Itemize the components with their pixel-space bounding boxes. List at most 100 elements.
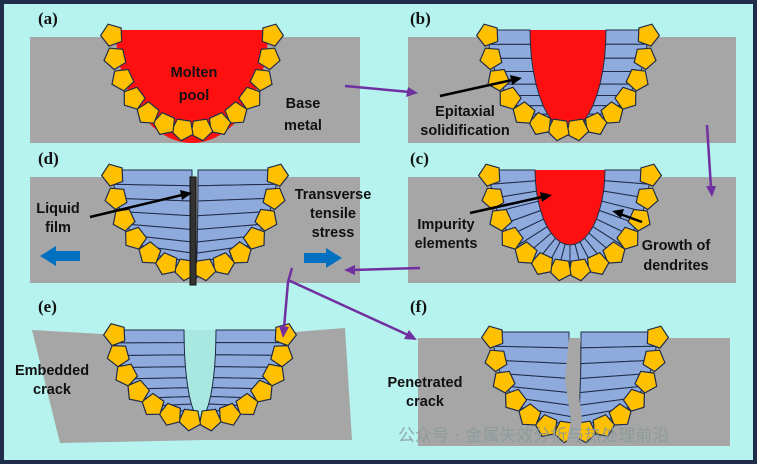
equiaxed-grain xyxy=(242,226,266,250)
equiaxed-grain xyxy=(261,23,285,47)
arrowhead-icon xyxy=(180,190,192,200)
panel-label-c: (c) xyxy=(410,149,429,168)
equiaxed-grain xyxy=(514,241,538,264)
crack-label: crack xyxy=(33,382,72,398)
arrowhead-icon xyxy=(706,186,716,197)
equiaxed-grain xyxy=(512,101,536,124)
equiaxed-grain xyxy=(501,226,524,250)
panel-label-e: (e) xyxy=(38,297,57,316)
equiaxed-grain xyxy=(480,325,504,349)
dendrite-grain xyxy=(112,169,193,187)
equiaxed-grain xyxy=(608,403,632,426)
equiaxed-grain xyxy=(127,379,151,403)
arrows xyxy=(40,75,716,340)
equiaxed-grain xyxy=(218,402,242,426)
equiaxed-grain xyxy=(475,23,499,47)
equiaxed-grain xyxy=(136,101,160,124)
equiaxed-grain xyxy=(103,47,127,71)
dendrite-grain xyxy=(114,329,185,344)
equiaxed-grain xyxy=(249,68,273,92)
crack-label: crack xyxy=(406,394,445,410)
equiaxed-grain xyxy=(646,325,670,349)
equiaxed-grain xyxy=(487,68,511,92)
equiaxed-grain xyxy=(584,111,608,136)
equiaxed-grain xyxy=(489,208,513,232)
equiaxed-grain xyxy=(115,363,139,387)
pointer-liquid-film xyxy=(89,193,183,219)
equiaxed-grain xyxy=(141,392,165,416)
molten-pool xyxy=(530,30,606,130)
arrowhead-icon xyxy=(540,192,552,202)
equiaxed-grain xyxy=(270,344,294,368)
equiaxed-grain xyxy=(154,251,178,276)
equiaxed-grain xyxy=(262,187,286,211)
equiaxed-grain xyxy=(635,187,659,211)
flow-arrow-c-d xyxy=(351,266,421,272)
pointer-growth xyxy=(619,212,643,224)
equiaxed-grain xyxy=(104,187,128,211)
dendrite-grain xyxy=(215,329,286,344)
equiaxed-grain xyxy=(600,101,624,124)
panel-label-f: (f) xyxy=(410,297,427,316)
elements-label: elements xyxy=(415,236,478,252)
equiaxed-grain xyxy=(602,241,626,264)
equiaxed-grain xyxy=(530,251,554,276)
penetrated-crack xyxy=(565,338,582,446)
equiaxed-grain xyxy=(152,111,176,136)
equiaxed-grain xyxy=(112,208,136,232)
equiaxed-grain xyxy=(266,163,290,187)
dendrites-label: dendrites xyxy=(643,258,708,274)
molten-pool xyxy=(184,330,216,418)
equiaxed-grain xyxy=(546,118,570,142)
impurity-label: Impurity xyxy=(417,217,474,233)
equiaxed-grain xyxy=(238,86,261,110)
dendrite-grain xyxy=(197,169,278,187)
pointer-impurity xyxy=(469,195,543,215)
equiaxed-grain xyxy=(534,413,558,438)
equiaxed-grain xyxy=(198,408,222,432)
equiaxed-grain xyxy=(170,118,194,142)
equiaxed-grain xyxy=(235,392,259,416)
metal-label: metal xyxy=(284,118,322,134)
tensile-label: tensile xyxy=(310,206,356,222)
arrowhead-icon xyxy=(406,87,418,97)
epitaxial-label: Epitaxial xyxy=(435,104,495,120)
equiaxed-grain xyxy=(178,408,202,432)
stress-arrow-right-icon xyxy=(304,248,342,268)
arrowhead-icon xyxy=(344,265,355,275)
embedded-label: Embedded xyxy=(15,363,89,379)
watermark: 公众号 · 金属失效分析与热处理前沿 xyxy=(398,426,669,446)
equiaxed-grain xyxy=(633,47,657,71)
flow-arrow-b-c xyxy=(705,124,713,189)
equiaxed-grain xyxy=(614,86,637,110)
equiaxed-grain xyxy=(106,344,130,368)
base-metals xyxy=(30,37,736,446)
equiaxed-grain xyxy=(228,241,252,264)
equiaxed-grain xyxy=(257,47,281,71)
equiaxed-grain xyxy=(616,226,639,250)
equiaxed-grain xyxy=(208,111,232,136)
equiaxed-grain xyxy=(254,208,278,232)
equiaxed-grain xyxy=(477,163,501,187)
pointer-epitaxial xyxy=(439,78,513,98)
base-label: Base xyxy=(286,96,321,112)
arrowhead-icon xyxy=(510,75,522,85)
equiaxed-grain xyxy=(639,163,663,187)
equiaxed-grain xyxy=(479,47,503,71)
labels: (a) (b) (d) (c) (e) (f) Molten pool Base… xyxy=(15,9,710,446)
equiaxed-grain xyxy=(499,86,522,110)
arrowhead-icon xyxy=(279,326,289,338)
equiaxed-grain xyxy=(566,118,590,142)
equiaxed-grain xyxy=(634,370,658,394)
equiaxed-grain xyxy=(124,226,148,250)
equiaxed-grain xyxy=(568,258,592,282)
equiaxed-grain xyxy=(504,388,528,412)
panel-label-a: (a) xyxy=(38,9,58,28)
equiaxed-grain xyxy=(642,349,666,373)
equiaxed-grain xyxy=(586,251,610,276)
flow-arrow-d-e xyxy=(282,267,294,329)
equiaxed-grain xyxy=(492,370,516,394)
equiaxed-grain xyxy=(625,68,649,92)
equiaxed-grain xyxy=(190,118,214,142)
equiaxed-grain xyxy=(138,241,162,264)
